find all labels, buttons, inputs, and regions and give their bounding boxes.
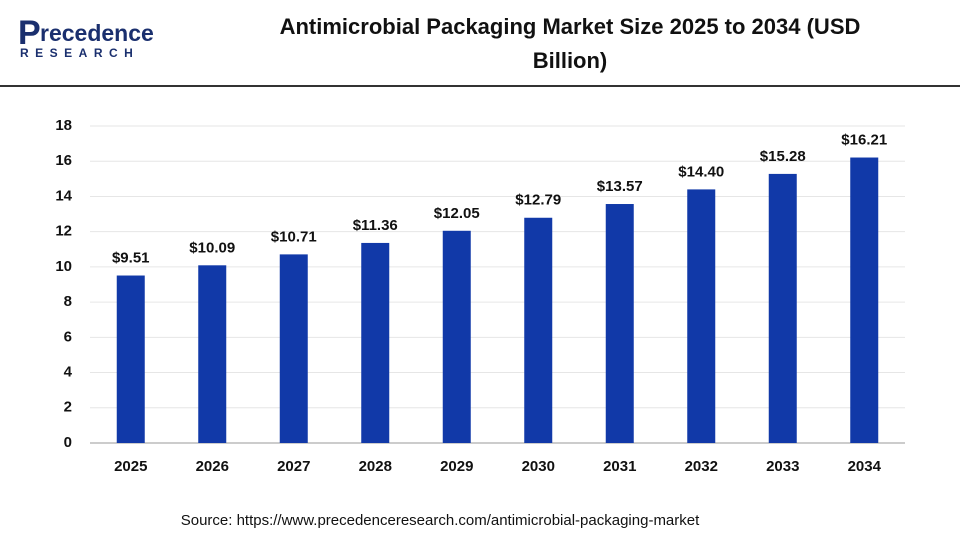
x-tick-label: 2034 bbox=[848, 458, 882, 475]
value-label: $9.51 bbox=[112, 249, 150, 266]
y-tick-label: 2 bbox=[64, 399, 72, 416]
x-tick-label: 2030 bbox=[522, 458, 555, 475]
bar bbox=[687, 189, 716, 443]
y-tick-label: 14 bbox=[55, 187, 72, 204]
bar bbox=[605, 204, 634, 443]
header-rule bbox=[0, 85, 960, 87]
logo-tagline: RESEARCH bbox=[20, 46, 140, 60]
x-tick-label: 2031 bbox=[603, 458, 636, 475]
y-tick-label: 16 bbox=[55, 152, 72, 169]
chart-title: Antimicrobial Packaging Market Size 2025… bbox=[279, 14, 861, 73]
bar bbox=[850, 157, 879, 443]
bar bbox=[768, 173, 797, 443]
y-tick-label: 18 bbox=[55, 117, 72, 134]
bar bbox=[442, 230, 471, 443]
bar bbox=[198, 265, 227, 443]
x-tick-label: 2028 bbox=[359, 458, 392, 475]
x-tick-label: 2027 bbox=[277, 458, 310, 475]
value-label: $16.21 bbox=[841, 131, 887, 148]
x-tick-label: 2029 bbox=[440, 458, 473, 475]
y-tick-label: 10 bbox=[55, 258, 72, 275]
value-label: $12.79 bbox=[515, 192, 561, 209]
y-tick-label: 12 bbox=[55, 223, 72, 240]
value-label: $10.09 bbox=[189, 239, 235, 256]
logo-mark: P bbox=[18, 14, 41, 52]
bar bbox=[116, 275, 145, 443]
y-tick-label: 6 bbox=[64, 328, 72, 345]
logo-name: recedence bbox=[40, 20, 154, 46]
value-label: $11.36 bbox=[353, 217, 398, 234]
y-tick-label: 0 bbox=[64, 434, 72, 451]
x-tick-label: 2025 bbox=[114, 458, 147, 475]
x-tick-label: 2033 bbox=[766, 458, 799, 475]
x-tick-label: 2032 bbox=[685, 458, 718, 475]
value-label: $14.40 bbox=[678, 163, 724, 180]
y-tick-label: 4 bbox=[64, 364, 73, 381]
value-label: $13.57 bbox=[597, 178, 643, 195]
bar bbox=[361, 242, 390, 443]
value-label: $10.71 bbox=[271, 228, 317, 245]
value-label: $15.28 bbox=[760, 148, 806, 165]
y-tick-label: 8 bbox=[64, 293, 72, 310]
value-label: $12.05 bbox=[434, 205, 480, 222]
bar bbox=[279, 254, 308, 443]
bar bbox=[524, 217, 553, 443]
source: Source: https://www.precedenceresearch.c… bbox=[181, 512, 700, 529]
x-tick-label: 2026 bbox=[196, 458, 229, 475]
